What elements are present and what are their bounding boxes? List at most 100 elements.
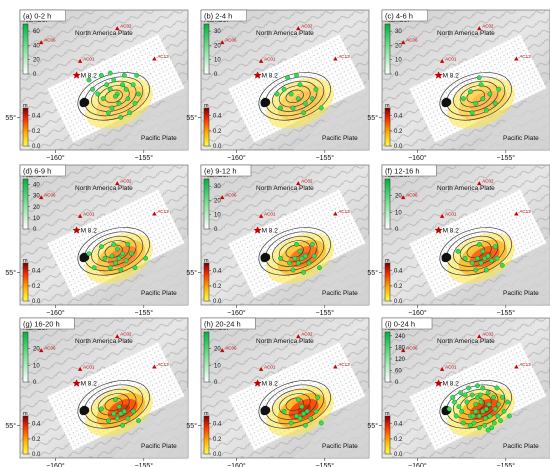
plate-label-pacific: Pacific Plate [322,135,358,142]
aftershock-point [318,105,324,111]
aftershock-point [450,394,456,400]
aftershock-point [480,408,486,414]
aftershock-point [86,251,92,257]
plate-label-north-america: North America Plate [256,30,314,37]
station-marker [439,58,445,63]
aftershock-point [104,82,110,88]
station-marker [333,211,338,216]
y-tick-label: 55° [186,422,197,430]
aftershock-point [306,260,312,266]
plate-label-pacific: Pacific Plate [141,135,177,142]
aftershock-point [459,408,464,414]
slip-colorbar-bar [384,107,391,147]
aftershock-point [310,241,315,247]
aftershock-point [278,105,283,111]
x-tick-label: −160° [227,462,246,467]
aftershock-point [290,105,296,111]
aftershock-point [114,415,120,421]
mainshock-label: M 8.2 [262,227,279,234]
aftershock-point [473,267,479,273]
station-label: AC02 [120,24,132,29]
number-colorbar-label: 10 [395,210,402,216]
aftershock-point [129,251,134,257]
mainshock-label: M 8.2 [443,72,460,79]
contour-line [439,72,512,121]
x-tick-label: −155° [316,462,335,467]
slip-colorbar-unit: m [23,103,28,109]
aftershock-point [468,89,473,95]
aftershock-point [98,244,104,250]
aftershock-point [91,265,97,271]
aftershock-point [111,77,117,83]
station-marker [152,211,157,216]
aftershock-point [496,86,502,92]
aftershock-point [134,72,140,78]
aftershock-point [132,100,138,106]
aftershock-point [120,82,125,88]
mainshock-label: M 8.2 [81,227,98,234]
x-tick-label: −160° [227,309,246,317]
mainshock-star [434,71,443,79]
x-tick-label: −155° [316,154,335,162]
mainshock-label: M 8.2 [443,227,460,234]
aftershock-point [458,390,464,396]
slip-colorbar: 0.0 0.2 0.4 m [22,103,41,150]
ocean-area [293,235,369,305]
mainshock-star [434,379,443,387]
aftershock-point [111,241,117,247]
slip-colorbar-bar [22,107,29,147]
aftershock-point [285,75,291,81]
number-colorbar-label: 120 [395,357,406,363]
slip-colorbar-label: 0.2 [394,284,403,290]
station-marker [115,26,120,31]
contour-line [104,397,123,412]
mainshock-star [72,226,81,234]
aftershock-point [462,392,468,398]
station-label: AC06 [225,346,237,351]
station-marker [39,195,44,200]
aftershock-point [106,110,111,116]
panel-title-box [381,317,433,330]
aftershock-point [473,408,479,414]
station-label: AC06 [44,346,56,351]
ocean-area [293,388,369,458]
station-marker [401,195,406,200]
slip-colorbar-label: 0.2 [213,129,222,135]
slip-colorbar-unit: m [385,411,390,417]
number-colorbar-label: 20 [33,58,40,64]
number-colorbar-label: 20 [395,43,402,49]
aftershock-point [453,413,459,419]
aftershock-point [120,422,125,428]
number-colorbar-label: 30 [214,184,221,190]
aftershock-point [295,397,301,403]
aftershock-point [100,96,106,102]
aftershock-point [485,427,491,433]
aftershock-point [299,404,305,410]
slip-colorbar: 0.0 0.2 0.4 m [203,411,222,458]
aftershock-point [446,406,452,412]
mainshock-star [72,71,81,79]
plate-label-north-america: North America Plate [256,338,314,345]
mainshock-patch [79,252,90,263]
number-colorbar-bar [22,331,29,383]
plate-label-pacific: Pacific Plate [503,290,539,297]
slip-colorbar-label: 0.4 [32,114,41,120]
aftershock-point [483,406,489,412]
aftershock-point [480,248,486,254]
aftershock-point [313,86,319,92]
aftershock-point [478,260,484,266]
aftershock-point [455,248,461,254]
number-colorbar-label: 60 [33,29,40,35]
panel-title-box [200,317,256,330]
aftershock-point [299,255,305,261]
panel-title-box [200,164,252,177]
aftershock-point [482,422,487,428]
station-marker [77,58,83,63]
slip-colorbar-label: 0.4 [213,422,222,428]
slip-colorbar-label: 0.2 [213,284,222,290]
aftershock-point [302,100,308,106]
slip-colorbar-label: 0.2 [394,437,403,443]
aftershock-point [480,96,486,102]
aftershock-point [290,267,296,273]
panel-title: (e) 9-12 h [204,167,237,176]
